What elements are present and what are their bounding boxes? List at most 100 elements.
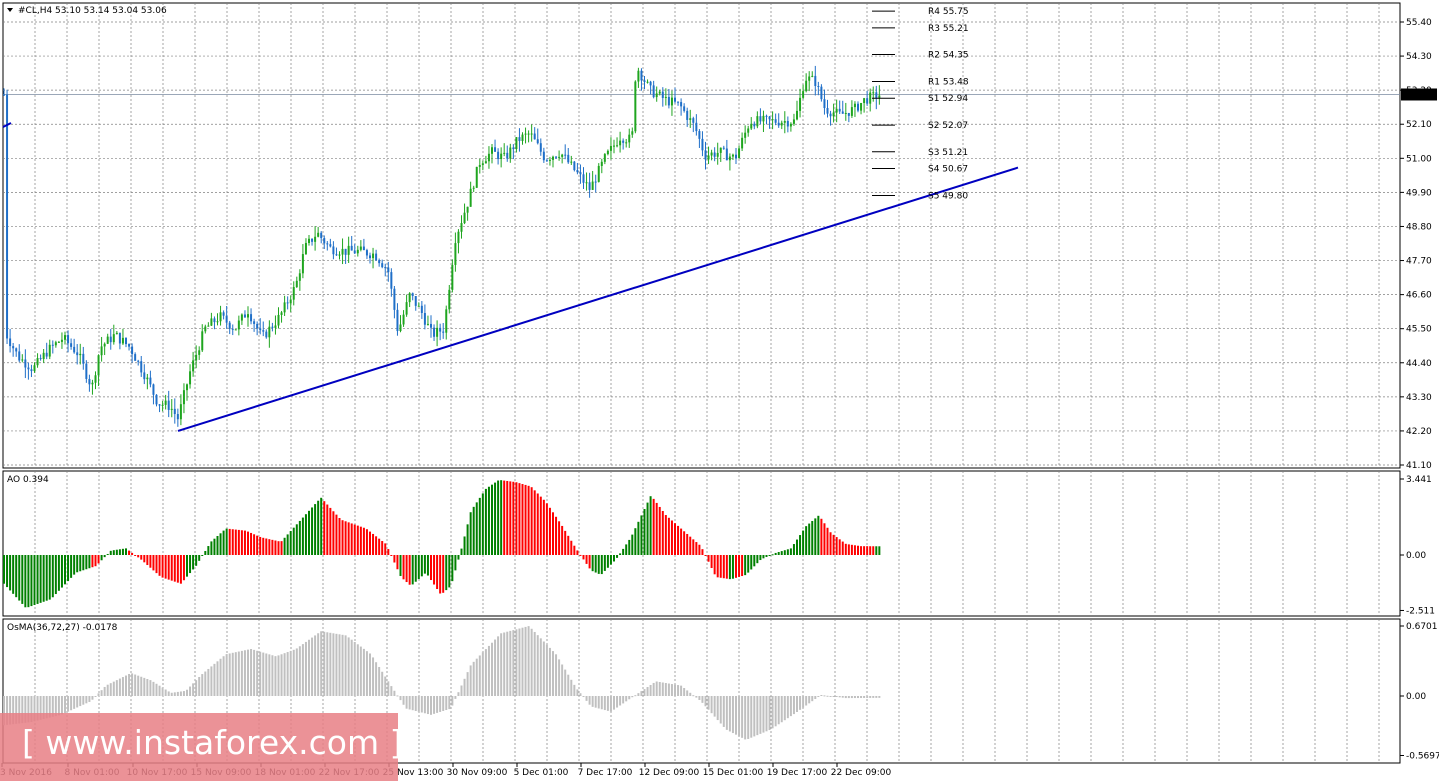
candle-body [735,154,737,159]
ao-bar [722,555,725,579]
ao-bar [838,539,841,555]
osma-bar [692,695,695,697]
osma-bar [552,651,554,696]
ao-tick-label: 3.441 [1406,475,1432,485]
osma-bar [857,696,859,699]
ao-bar [402,555,405,580]
osma-bar [756,696,759,736]
osma-bar [686,690,689,696]
osma-bar [731,696,734,734]
osma-bar [670,684,673,696]
osma-bar [594,696,597,708]
osma-bar [12,696,15,725]
osma-bar [216,661,219,696]
candle-body [677,101,680,103]
osma-bar [231,652,234,696]
osma-bar [369,653,371,696]
osma-bar [823,695,826,697]
candle-body [210,318,213,326]
osma-bar [372,657,375,696]
osma-bar [42,696,45,720]
osma-bar [21,696,24,724]
candle-body [36,358,39,366]
candle-body [484,161,487,164]
ao-bar [463,536,466,555]
ao-label: AO 0.394 [7,475,49,485]
osma-bar [311,637,314,696]
ao-bar [445,555,448,591]
osma-bar [204,671,207,696]
osma-bar [457,692,460,696]
ao-bar [853,545,856,555]
ao-bar [460,548,463,555]
candle-body [661,91,664,98]
ao-bar [545,503,548,555]
ao-bar [661,511,664,555]
candle-body [542,151,545,161]
osma-bar [677,685,680,696]
ao-bar [780,551,783,555]
osma-bar [765,696,768,732]
osma-bar [253,649,256,696]
osma-tick-label: 0.00 [1406,692,1426,702]
ao-bar [823,523,826,555]
osma-bar [125,675,127,696]
ao-bar [231,529,234,555]
ao-bar [735,555,737,578]
candle-body [118,332,121,344]
candle-body [125,337,127,345]
ao-bar [771,554,774,556]
candle-body [286,302,289,304]
candle-body [759,116,762,122]
ao-bar [634,528,637,555]
ao-tick-label: -2.511 [1406,606,1435,616]
ao-bar [12,555,15,594]
osma-bar [838,696,841,698]
osma-bar [308,639,310,696]
ao-bar [262,537,265,555]
candle-body [826,108,829,114]
candle-body [609,145,612,151]
candle-body [878,95,881,99]
osma-tick-label: 0.6701 [1406,622,1438,632]
ao-bar [439,555,442,594]
osma-bar [134,674,137,696]
ao-bar [481,493,484,555]
osma-bar [192,683,195,696]
candle-body [301,254,304,274]
ao-bar [207,546,210,555]
ao-bar [731,555,734,579]
candle-body [378,260,381,264]
candle-body [311,238,314,242]
candle-body [134,354,137,361]
osma-bar [280,654,283,696]
ao-bar [841,541,844,555]
osma-bar [390,686,393,696]
ao-bar [808,523,811,555]
ao-bar [21,555,24,604]
osma-bar [512,630,515,696]
candle-body [631,131,634,135]
ao-bar [567,535,570,555]
candle-body [600,161,603,166]
ao-bar [719,555,722,578]
osma-bar [143,677,146,696]
ao-bar [79,555,82,572]
candle-body [268,326,271,338]
candle-body [719,147,722,153]
osma-bar [548,647,551,696]
ao-bar [289,531,292,555]
candle-body [347,245,350,255]
osma-bar [24,696,27,723]
candle-body [799,97,802,111]
candle-body [213,318,216,323]
ao-bar [100,555,103,561]
ao-bar [756,555,759,564]
osma-bar [112,681,115,696]
candle-body [689,118,692,120]
ao-bar [433,555,436,585]
osma-bar [741,696,744,738]
candle-body [289,299,292,304]
osma-bar [164,689,167,696]
